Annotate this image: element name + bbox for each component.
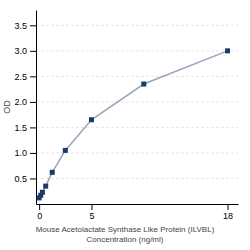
marker xyxy=(89,117,94,122)
tick-mark xyxy=(30,178,36,179)
tick-label: 0 xyxy=(37,211,42,221)
tick: 1.0 xyxy=(14,148,36,158)
tick-label: 18 xyxy=(223,211,233,221)
y-axis-title: OD xyxy=(2,100,12,114)
tick-mark xyxy=(91,204,92,210)
tick-label: 0.5 xyxy=(14,174,27,184)
y-axis: 0.5 1.0 1.5 2.0 2.5 3.0 3.5 xyxy=(14,11,36,205)
tick-mark xyxy=(30,153,36,154)
tick-mark xyxy=(228,204,229,210)
tick-label: 1.5 xyxy=(14,123,27,133)
x-axis-title: Mouse Acetolactate Synthase Like Protein… xyxy=(36,225,215,244)
tick-label: 5 xyxy=(89,211,94,221)
tick-label: 2.0 xyxy=(14,97,27,107)
marks xyxy=(37,48,230,200)
tick: 2.5 xyxy=(14,72,36,82)
grid-line xyxy=(36,178,238,179)
tick: 0 xyxy=(37,204,42,221)
axis-line xyxy=(36,11,37,205)
tick-mark xyxy=(30,25,36,26)
tick-mark xyxy=(30,127,36,128)
marker xyxy=(141,82,146,87)
tick: 3.0 xyxy=(14,46,36,56)
tick-mark xyxy=(30,102,36,103)
tick-mark xyxy=(30,76,36,77)
marker xyxy=(40,190,45,195)
tick-label: 3.5 xyxy=(14,21,27,31)
marker xyxy=(50,170,55,175)
grid-line xyxy=(36,50,238,51)
marker xyxy=(63,148,68,153)
tick: 1.5 xyxy=(14,123,36,133)
tick-label: 1.0 xyxy=(14,148,27,158)
tick: 0.5 xyxy=(14,174,36,184)
axis-line xyxy=(37,204,239,205)
chart: 0 5 18 0.5 1.0 1.5 2.0 2.5 3.0 3.5 Mouse Acetolact… xyxy=(0,0,250,250)
grid-line xyxy=(36,76,238,77)
grid-line xyxy=(36,127,238,128)
tick: 2.0 xyxy=(14,97,36,107)
grid-line xyxy=(36,101,238,102)
tick: 18 xyxy=(223,204,233,221)
tick: 5 xyxy=(89,204,94,221)
x-axis-title-line: Concentration (ng/ml) xyxy=(87,235,164,244)
x-axis-title-line: Mouse Acetolactate Synthase Like Protein… xyxy=(36,225,215,234)
grid-line xyxy=(36,25,238,26)
tick-mark xyxy=(30,51,36,52)
marker xyxy=(43,184,48,189)
marker xyxy=(225,48,230,53)
tick-label: 2.5 xyxy=(14,72,27,82)
x-axis: 0 5 18 xyxy=(37,204,239,221)
tick: 3.5 xyxy=(14,21,36,31)
plot-area: 0 5 18 0.5 1.0 1.5 2.0 2.5 3.0 3.5 xyxy=(14,11,238,222)
tick-label: 3.0 xyxy=(14,46,27,56)
line xyxy=(39,51,227,198)
tick-mark xyxy=(39,204,40,210)
grid xyxy=(36,25,238,178)
